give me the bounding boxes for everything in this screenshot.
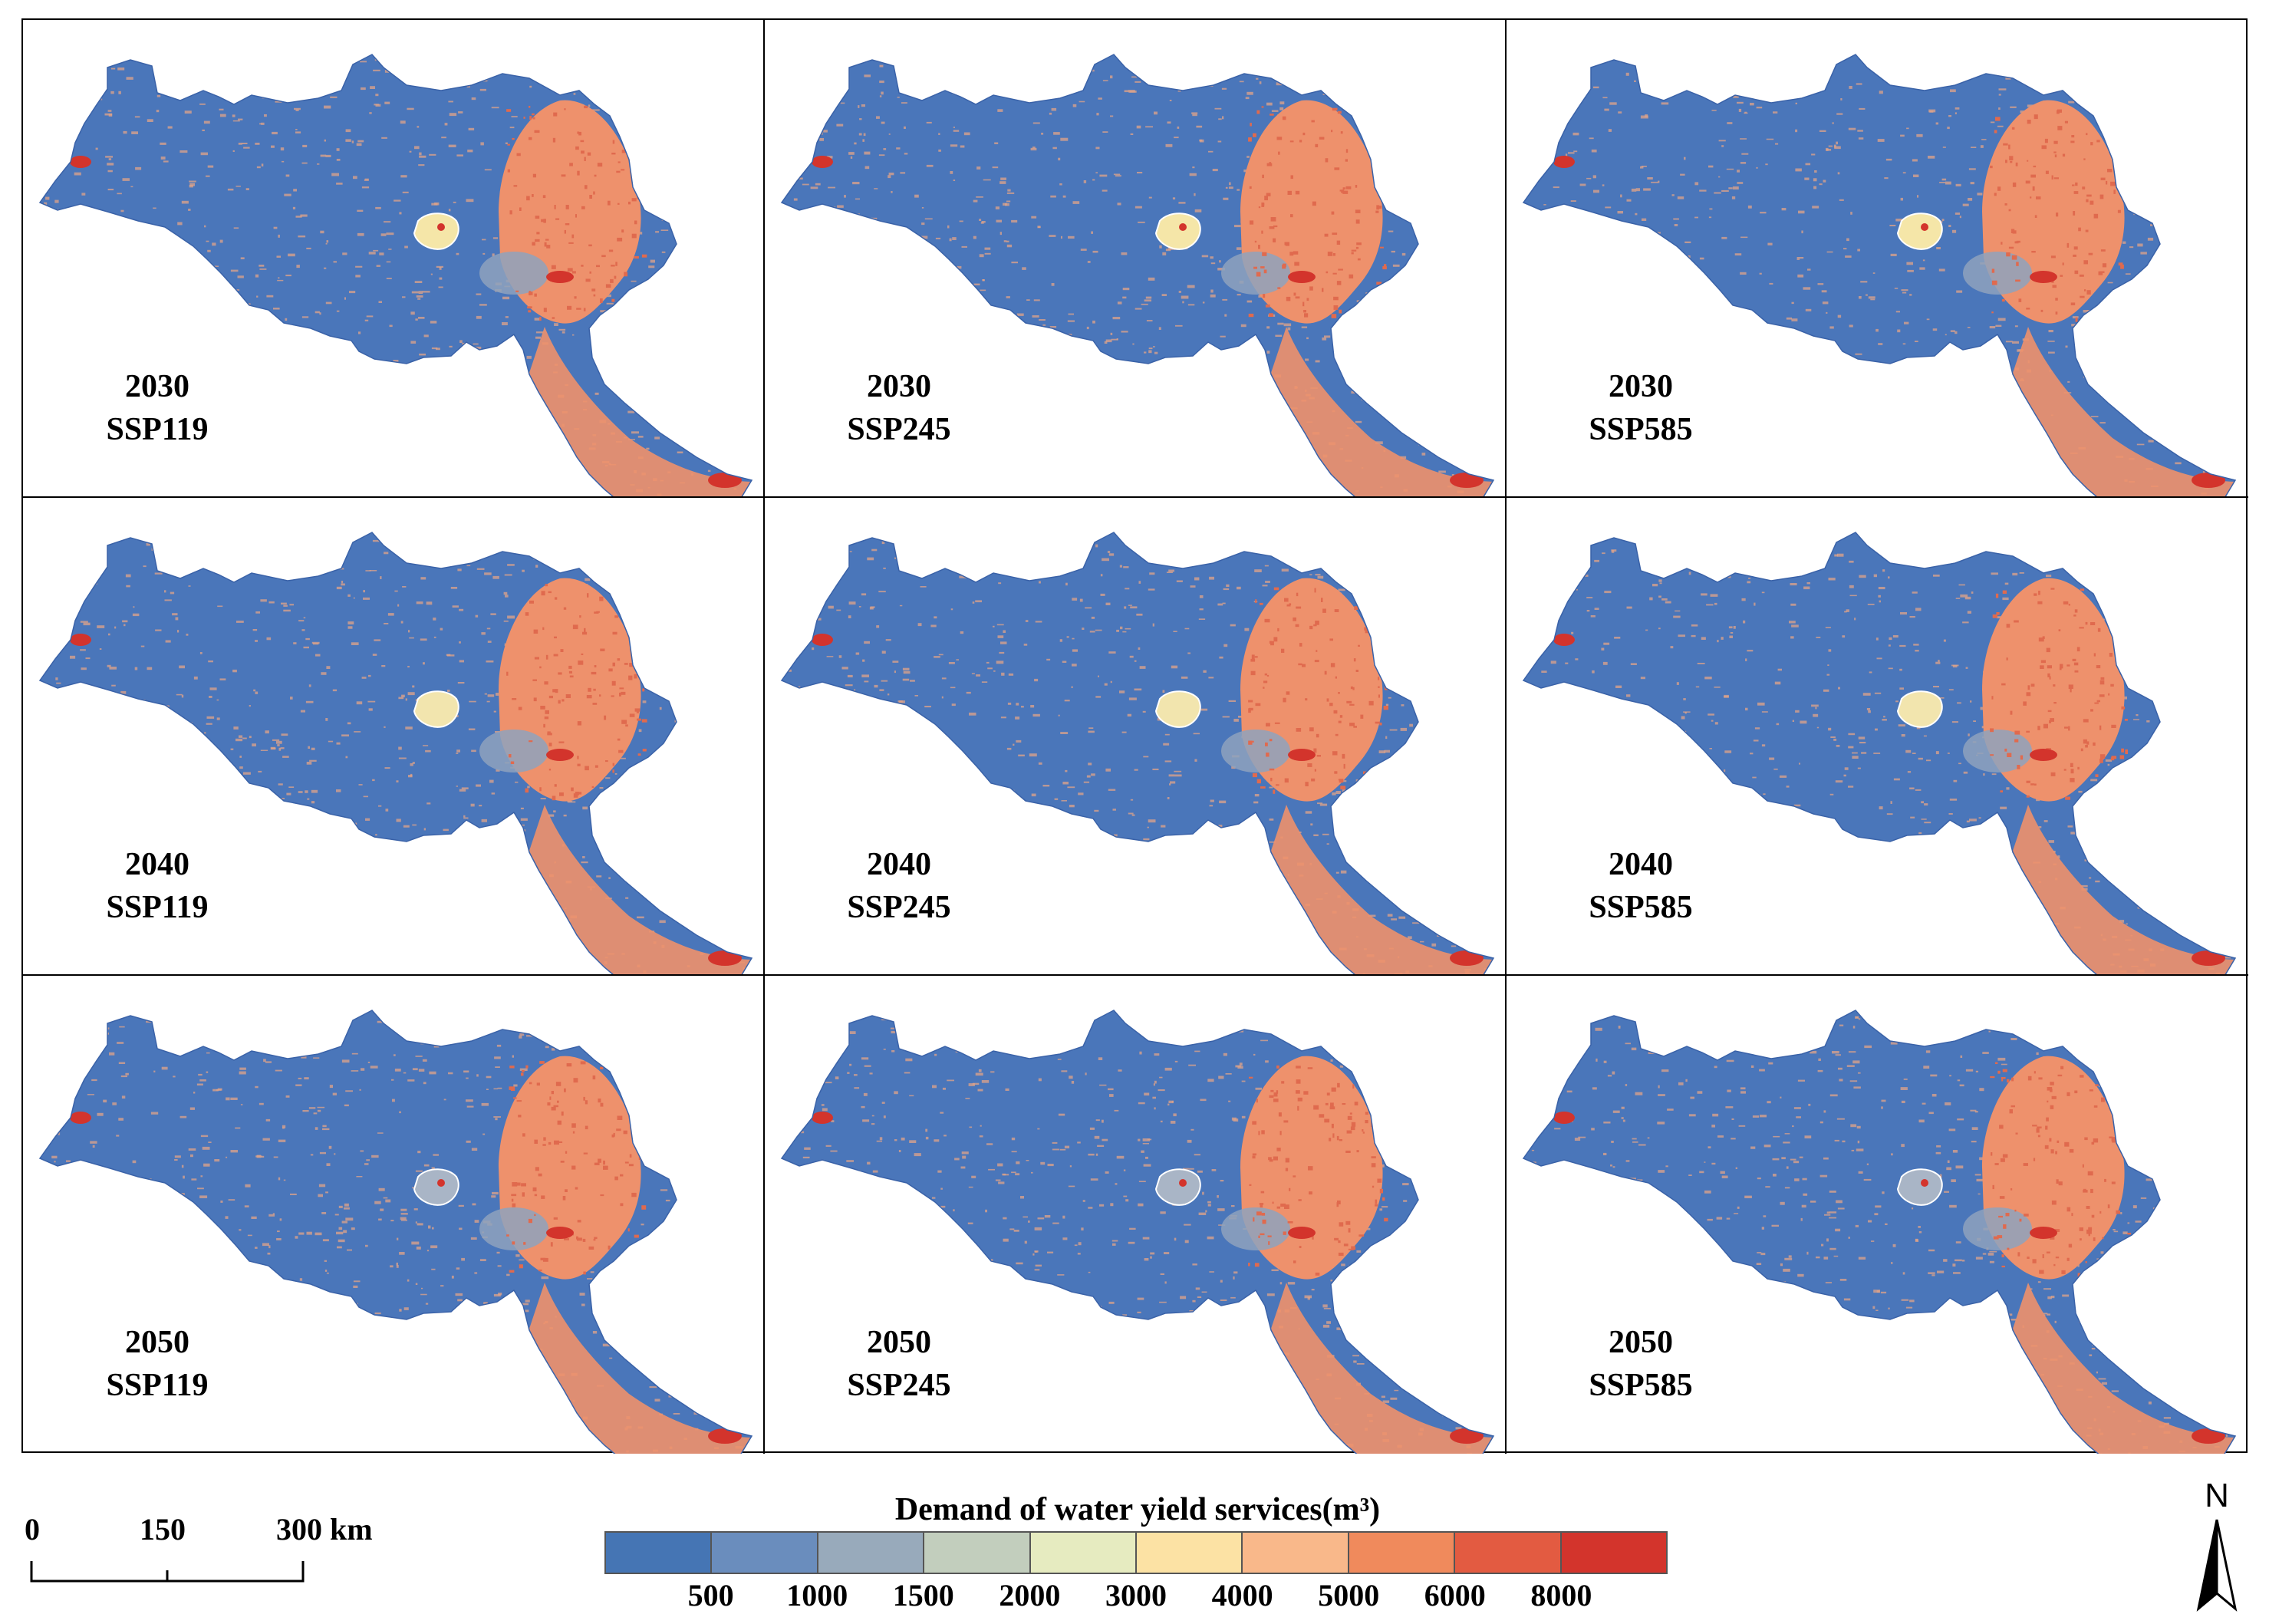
panel-label: 2030 SSP245 (807, 365, 991, 451)
legend: Demand of water yield services(m³) 500 10… (604, 1491, 1671, 1622)
legend-swatch (924, 1533, 1031, 1573)
basin-map (780, 532, 1495, 974)
panel-year: 2030 (125, 369, 189, 404)
panel-label: 2040 SSP245 (807, 843, 991, 929)
basin-map (38, 54, 753, 496)
panel-year: 2040 (867, 847, 931, 882)
central-patch (413, 212, 459, 250)
panel-year: 2050 (867, 1325, 931, 1360)
panel-scenario: SSP585 (1589, 1368, 1693, 1403)
basin-map (780, 54, 1495, 496)
panel-scenario: SSP119 (106, 1368, 209, 1403)
central-patch (1896, 1168, 1943, 1206)
panel-scenario: SSP245 (847, 890, 951, 925)
scale-bar: 0 150 300 km (23, 1511, 422, 1596)
legend-tick-labels: 500 1000 1500 2000 3000 4000 5000 6000 8000 (604, 1577, 1668, 1616)
map-panel-2050-ssp119: 2050 SSP119 (23, 976, 765, 1454)
map-panel-2030-ssp245: 2030 SSP245 (765, 20, 1507, 498)
map-panel-grid: 2030 SSP119 2030 SSP245 2030 SSP585 2040 SSP119… (21, 18, 2248, 1454)
legend-tick-label: 5000 (1318, 1578, 1380, 1612)
legend-swatch (606, 1533, 713, 1573)
legend-tick-label: 2000 (999, 1578, 1061, 1612)
panel-year: 2050 (125, 1325, 189, 1360)
panel-year: 2030 (1609, 369, 1673, 404)
north-label: N (2205, 1477, 2229, 1514)
basin-map (1522, 532, 2237, 974)
panel-scenario: SSP119 (106, 412, 209, 447)
panel-scenario: SSP245 (847, 412, 951, 447)
legend-tick-label: 8000 (1530, 1578, 1592, 1612)
panel-label: 2040 SSP119 (65, 843, 249, 929)
map-panel-2050-ssp245: 2050 SSP245 (765, 976, 1507, 1454)
scale-label-0: 0 (25, 1512, 40, 1547)
basin-map (38, 1010, 753, 1454)
map-panel-2030-ssp119: 2030 SSP119 (23, 20, 765, 498)
panel-scenario: SSP585 (1589, 890, 1693, 925)
central-patch (1154, 690, 1201, 728)
legend-color-bar (604, 1531, 1668, 1574)
panel-year: 2050 (1609, 1325, 1673, 1360)
legend-tick-label: 6000 (1424, 1578, 1486, 1612)
legend-swatch (1030, 1533, 1138, 1573)
central-patch (413, 690, 459, 728)
central-patch (1896, 212, 1943, 250)
panel-scenario: SSP585 (1589, 412, 1693, 447)
scale-label-300: 300 km (276, 1512, 373, 1547)
map-panel-2040-ssp245: 2040 SSP245 (765, 498, 1507, 976)
central-patch (1154, 212, 1201, 250)
basin-map (1522, 54, 2237, 496)
scale-label-150: 150 (140, 1512, 186, 1547)
map-panel-2050-ssp585: 2050 SSP585 (1507, 976, 2248, 1454)
legend-swatch (1561, 1533, 1667, 1573)
map-panel-2040-ssp585: 2040 SSP585 (1507, 498, 2248, 976)
basin-map (1522, 1010, 2237, 1454)
legend-swatch (712, 1533, 818, 1573)
panel-year: 2040 (1609, 847, 1673, 882)
north-arrow-icon (2196, 1519, 2238, 1612)
panel-label: 2030 SSP585 (1549, 365, 1733, 451)
legend-tick-label: 4000 (1211, 1578, 1273, 1612)
panel-year: 2040 (125, 847, 189, 882)
legend-title: Demand of water yield services(m³) (894, 1492, 1381, 1527)
central-patch (1896, 690, 1943, 728)
legend-swatch (1349, 1533, 1456, 1573)
legend-swatch (1137, 1533, 1243, 1573)
scale-bar-line (30, 1561, 305, 1583)
central-patch (413, 1168, 459, 1206)
basin-map (780, 1010, 1495, 1454)
panel-label: 2050 SSP119 (65, 1321, 249, 1407)
legend-tick-label: 1000 (786, 1578, 848, 1612)
panel-scenario: SSP119 (106, 890, 209, 925)
panel-label: 2050 SSP245 (807, 1321, 991, 1407)
north-arrow: N (2186, 1477, 2248, 1615)
legend-tick-label: 500 (687, 1578, 734, 1612)
panel-label: 2040 SSP585 (1549, 843, 1733, 929)
basin-map (38, 532, 753, 974)
map-panel-2040-ssp119: 2040 SSP119 (23, 498, 765, 976)
central-patch (1154, 1168, 1201, 1206)
panel-scenario: SSP245 (847, 1368, 951, 1403)
panel-label: 2050 SSP585 (1549, 1321, 1733, 1407)
legend-swatch (1243, 1533, 1349, 1573)
panel-label: 2030 SSP119 (65, 365, 249, 451)
legend-tick-label: 3000 (1105, 1578, 1167, 1612)
panel-year: 2030 (867, 369, 931, 404)
legend-swatch (1455, 1533, 1562, 1573)
legend-swatch (818, 1533, 925, 1573)
legend-tick-label: 1500 (892, 1578, 954, 1612)
map-panel-2030-ssp585: 2030 SSP585 (1507, 20, 2248, 498)
